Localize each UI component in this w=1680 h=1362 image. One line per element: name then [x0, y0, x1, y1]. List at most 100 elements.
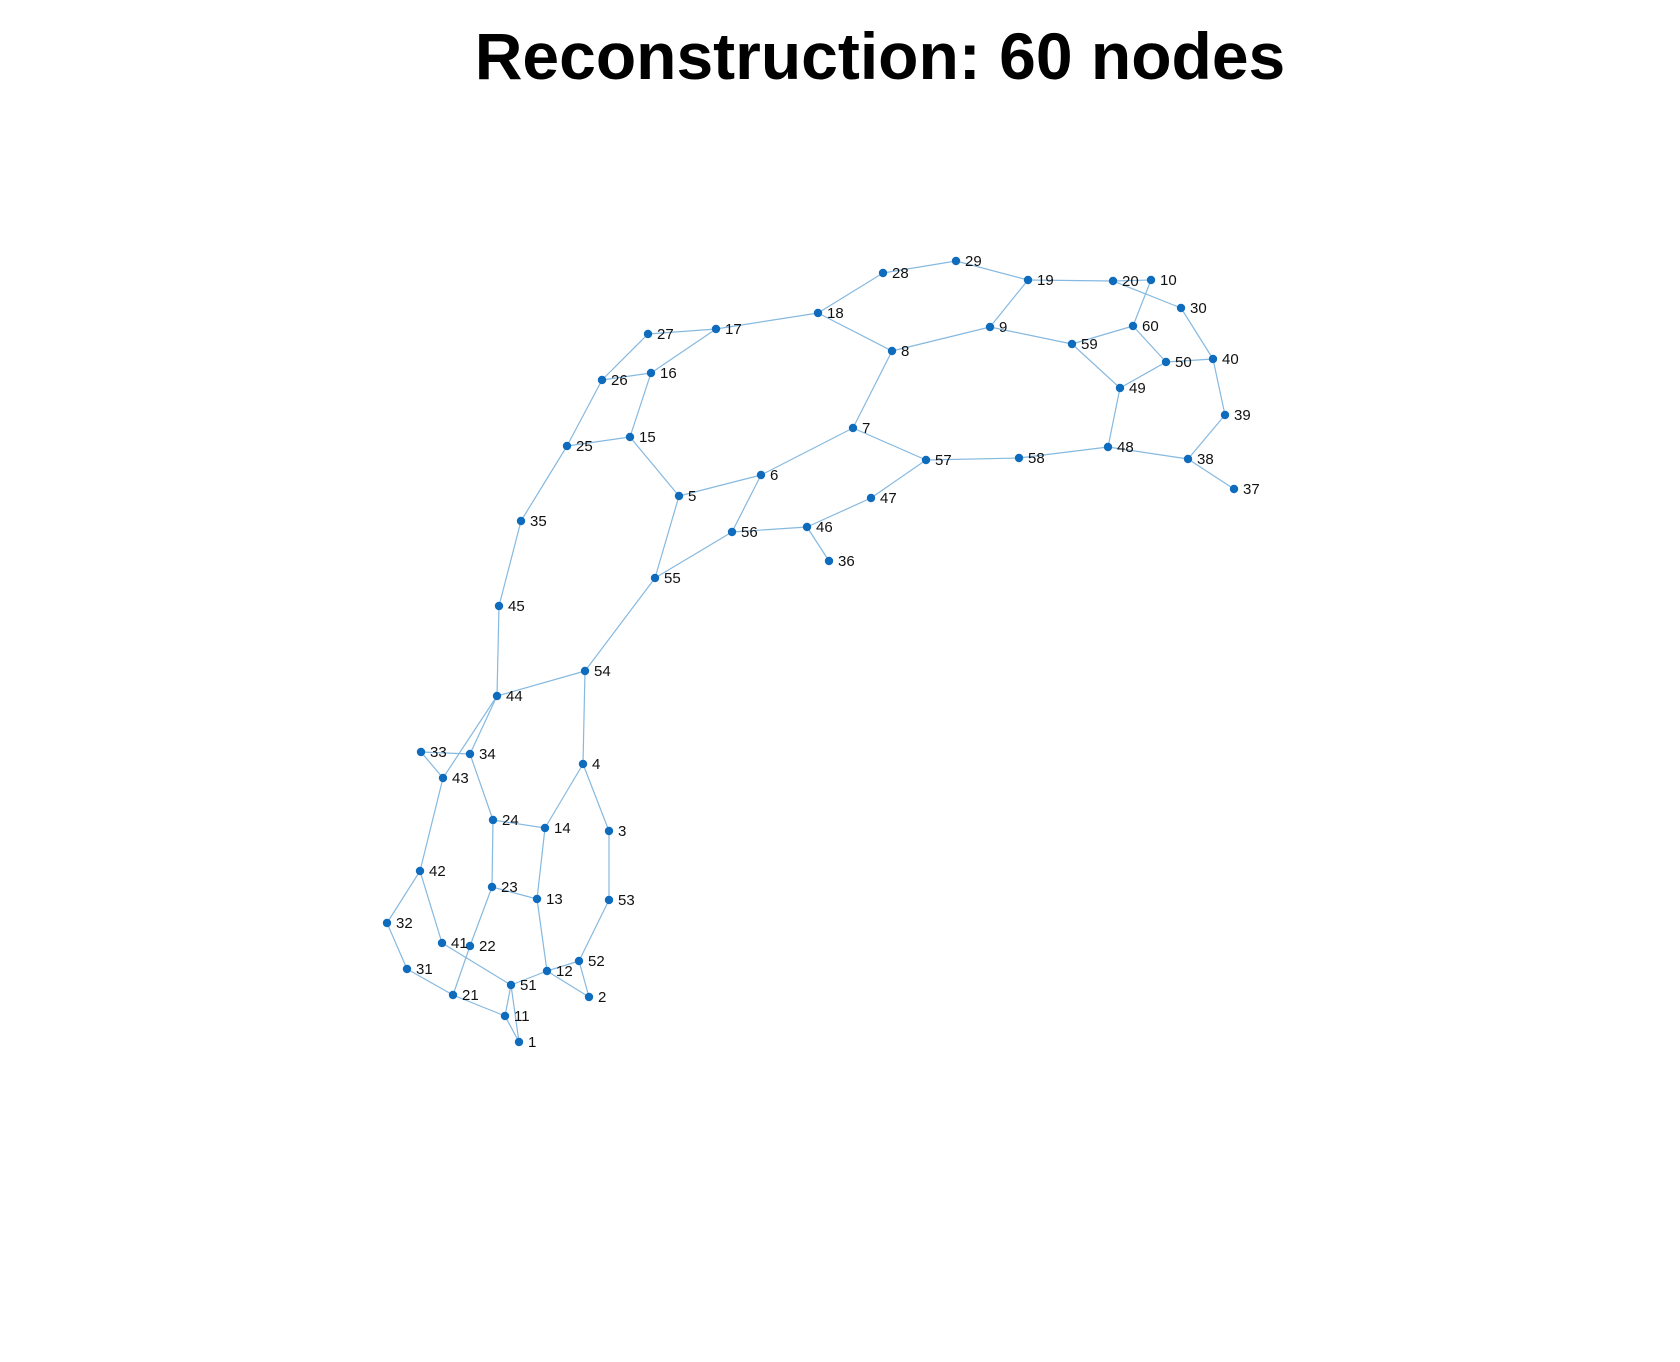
edge-8-18	[817, 312, 893, 352]
node-12	[542, 966, 552, 976]
node-34	[465, 749, 475, 759]
node-label-2: 2	[598, 989, 606, 1006]
edge-51-1	[510, 984, 520, 1043]
node-label-44: 44	[506, 688, 523, 705]
edge-42-41	[419, 870, 443, 944]
edge-57-47	[870, 459, 927, 499]
node-44	[492, 691, 502, 701]
edge-20-10	[1112, 279, 1152, 282]
edge-5-55	[654, 495, 680, 579]
edge-19-9	[989, 279, 1029, 328]
edge-34-24	[469, 753, 494, 821]
edge-22-21	[452, 945, 471, 996]
node-25	[562, 441, 572, 451]
node-label-14: 14	[554, 820, 571, 837]
node-label-52: 52	[588, 953, 605, 970]
node-19	[1023, 275, 1033, 285]
node-55	[650, 573, 660, 583]
node-label-47: 47	[880, 490, 897, 507]
node-label-43: 43	[452, 770, 469, 787]
node-label-11: 11	[514, 1008, 530, 1025]
node-4	[578, 759, 588, 769]
node-1	[514, 1037, 524, 1047]
node-label-7: 7	[862, 420, 870, 437]
edge-38-37	[1187, 458, 1235, 490]
edge-18-28	[817, 272, 884, 314]
edge-43-42	[419, 777, 444, 872]
node-label-45: 45	[508, 598, 525, 615]
edge-60-50	[1132, 325, 1167, 363]
edge-12-2	[546, 970, 590, 998]
edge-5-6	[678, 474, 762, 497]
edge-16-17	[650, 328, 717, 374]
node-37	[1229, 484, 1239, 494]
edge-23-13	[491, 886, 538, 900]
node-38	[1183, 454, 1193, 464]
edge-47-46	[806, 497, 872, 528]
node-53	[604, 895, 614, 905]
node-36	[824, 556, 834, 566]
edge-46-56	[731, 526, 808, 533]
node-label-34: 34	[479, 746, 496, 763]
node-label-55: 55	[664, 570, 681, 587]
node-51	[506, 980, 516, 990]
node-label-5: 5	[688, 488, 696, 505]
edge-51-12	[510, 970, 548, 986]
edge-29-19	[955, 260, 1029, 281]
node-22	[465, 941, 475, 951]
node-label-60: 60	[1142, 318, 1159, 335]
node-label-53: 53	[618, 892, 635, 909]
edge-52-12	[546, 960, 580, 972]
edge-28-29	[882, 260, 957, 274]
edge-24-23	[491, 819, 494, 888]
node-49	[1115, 383, 1125, 393]
node-label-9: 9	[999, 319, 1007, 336]
edge-27-26	[601, 333, 649, 381]
edge-6-7	[760, 427, 854, 476]
edge-11-1	[504, 1015, 520, 1043]
edge-40-39	[1212, 358, 1226, 416]
node-46	[802, 522, 812, 532]
edge-54-44	[496, 670, 586, 697]
node-label-26: 26	[611, 372, 628, 389]
edge-59-49	[1071, 343, 1121, 389]
node-label-49: 49	[1129, 380, 1146, 397]
node-label-6: 6	[770, 467, 778, 484]
node-label-23: 23	[501, 879, 518, 896]
node-label-58: 58	[1028, 450, 1045, 467]
node-label-57: 57	[935, 452, 952, 469]
node-47	[866, 493, 876, 503]
node-60	[1128, 321, 1138, 331]
node-33	[416, 747, 426, 757]
edge-15-5	[629, 436, 680, 497]
node-20	[1108, 276, 1118, 286]
edge-45-44	[496, 605, 500, 697]
edge-24-14	[492, 819, 546, 829]
node-17	[711, 324, 721, 334]
node-label-28: 28	[892, 265, 909, 282]
edge-4-3	[582, 763, 610, 832]
node-label-50: 50	[1175, 354, 1192, 371]
node-7	[848, 423, 858, 433]
node-label-1: 1	[528, 1034, 536, 1051]
edge-33-43	[420, 751, 444, 779]
node-32	[382, 918, 392, 928]
node-14	[540, 823, 550, 833]
edge-32-31	[386, 922, 408, 970]
node-label-21: 21	[462, 987, 479, 1004]
node-39	[1220, 410, 1230, 420]
edge-26-16	[601, 372, 652, 381]
edge-14-13	[536, 827, 546, 900]
node-label-12: 12	[556, 963, 573, 980]
node-label-42: 42	[429, 863, 446, 880]
node-label-27: 27	[657, 326, 674, 343]
node-label-24: 24	[502, 812, 519, 829]
edge-42-32	[386, 870, 421, 924]
node-28	[878, 268, 888, 278]
edge-10-60	[1132, 279, 1152, 327]
edge-59-60	[1071, 325, 1134, 345]
node-label-16: 16	[660, 365, 677, 382]
node-30	[1176, 303, 1186, 313]
node-5	[674, 491, 684, 501]
